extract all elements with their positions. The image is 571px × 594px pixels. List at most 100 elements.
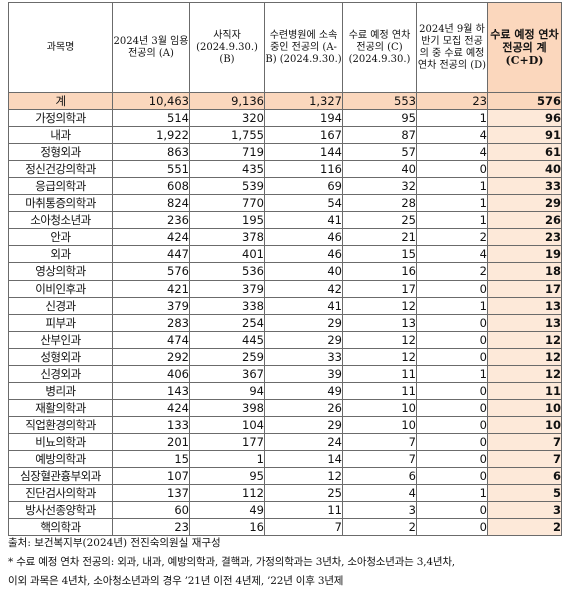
cell-remaining: 194 [264,109,343,128]
cell-remaining: 54 [264,194,343,213]
cell-remaining: 33 [264,347,343,366]
table-row: 비뇨의학과 201 177 24 7 0 7 [8,432,562,451]
cell-completing-total: 576 [487,91,562,111]
cell-appointed: 824 [112,194,190,213]
cell-second-half: 0 [416,518,488,537]
cell-subject: 외과 [8,245,113,264]
cell-subject: 비뇨의학과 [8,432,113,451]
cell-subject: 응급의학과 [8,177,113,196]
source-note: 출처: 보건복지부(2024년) 전진숙의원실 재구성 [8,537,221,549]
cell-completing-total: 18 [487,262,562,281]
cell-appointed: 447 [112,245,190,264]
cell-subject: 가정의학과 [8,109,113,128]
table-row: 정신건강의학과 551 435 116 40 0 40 [8,160,562,179]
cell-appointed: 292 [112,347,190,366]
cell-completing-total: 13 [487,296,562,315]
cell-appointed: 576 [112,262,190,281]
cell-second-half: 2 [416,228,488,247]
cell-completing-total: 23 [487,228,562,247]
cell-completing: 12 [342,330,417,349]
cell-completing: 11 [342,364,417,383]
cell-remaining: 24 [264,432,343,451]
cell-remaining: 29 [264,313,343,332]
cell-remaining: 144 [264,143,343,162]
header-appointed-a: 2024년 3월 임용 전공의 (A) [112,2,190,93]
cell-second-half: 0 [416,279,488,298]
cell-remaining: 29 [264,415,343,434]
cell-second-half: 0 [416,501,488,520]
cell-completing: 2 [342,518,417,537]
cell-subject: 피부과 [8,313,113,332]
cell-appointed: 201 [112,432,190,451]
cell-completing-total: 12 [487,364,562,383]
cell-completing: 11 [342,381,417,400]
cell-completing-total: 40 [487,160,562,179]
table-row: 직업환경의학과 133 104 29 10 0 10 [8,415,562,434]
cell-appointed: 514 [112,109,190,128]
cell-completing: 10 [342,415,417,434]
header-completing-total-cd: 수료 예정 연차 전공의 계 (C+D) [487,2,562,93]
cell-second-half: 0 [416,415,488,434]
header-second-half-d: 2024년 9월 하반기 모집 전공의 중 수료 예정 연차 전공의 (D) [416,2,488,93]
cell-subject: 정신건강의학과 [8,160,113,179]
cell-completing-total: 13 [487,313,562,332]
cell-resigned: 401 [189,245,265,264]
cell-resigned: 379 [189,279,265,298]
table-row: 재활의학과 424 398 26 10 0 10 [8,398,562,417]
cell-remaining: 29 [264,330,343,349]
cell-completing: 87 [342,126,417,145]
cell-subject: 소아청소년과 [8,211,113,230]
cell-completing-total: 26 [487,211,562,230]
cell-resigned: 9,136 [189,91,265,111]
cell-appointed: 107 [112,467,190,486]
cell-completing-total: 10 [487,398,562,417]
cell-second-half: 23 [416,91,488,111]
cell-appointed: 236 [112,211,190,230]
cell-subject: 정형외과 [8,143,113,162]
cell-subject: 신경외과 [8,364,113,383]
cell-subject: 산부인과 [8,330,113,349]
cell-completing-total: 3 [487,501,562,520]
table-row: 심장혈관흉부외과 107 95 12 6 0 6 [8,467,562,486]
cell-second-half: 1 [416,296,488,315]
cell-resigned: 445 [189,330,265,349]
cell-completing: 25 [342,211,417,230]
cell-resigned: 320 [189,109,265,128]
cell-completing: 32 [342,177,417,196]
cell-completing: 7 [342,449,417,469]
cell-completing: 17 [342,279,417,298]
cell-remaining: 42 [264,279,343,298]
table-row: 소아청소년과 236 195 41 25 1 26 [8,211,562,230]
table-row: 성형외과 292 259 33 12 0 12 [8,347,562,366]
cell-second-half: 1 [416,194,488,213]
cell-resigned: 195 [189,211,265,230]
cell-remaining: 7 [264,518,343,537]
cell-subject: 내과 [8,126,113,145]
footnote-line-1: * 수료 예정 연차 전공의: 외과, 내과, 예방의학과, 결핵과, 가정의학… [8,556,455,568]
cell-second-half: 0 [416,449,488,469]
cell-subject: 심장혈관흉부외과 [8,467,113,486]
cell-subject: 방사선종양학과 [8,501,113,520]
cell-remaining: 26 [264,398,343,417]
table-row: 예방의학과 15 1 14 7 0 7 [8,449,562,469]
cell-subject: 계 [8,91,113,111]
cell-resigned: 378 [189,228,265,247]
cell-resigned: 94 [189,381,265,400]
cell-appointed: 1,922 [112,126,190,145]
cell-appointed: 379 [112,296,190,315]
cell-appointed: 863 [112,143,190,162]
cell-resigned: 49 [189,501,265,520]
cell-appointed: 424 [112,398,190,417]
table-row: 산부인과 474 445 29 12 0 12 [8,330,562,349]
cell-completing: 13 [342,313,417,332]
cell-second-half: 1 [416,364,488,383]
cell-completing: 10 [342,398,417,417]
cell-remaining: 1,327 [264,91,343,111]
table-row: 마취통증의학과 824 770 54 28 1 29 [8,194,562,213]
cell-remaining: 46 [264,228,343,247]
cell-appointed: 424 [112,228,190,247]
cell-completing: 57 [342,143,417,162]
cell-completing: 40 [342,160,417,179]
cell-resigned: 112 [189,484,265,503]
cell-second-half: 1 [416,177,488,196]
